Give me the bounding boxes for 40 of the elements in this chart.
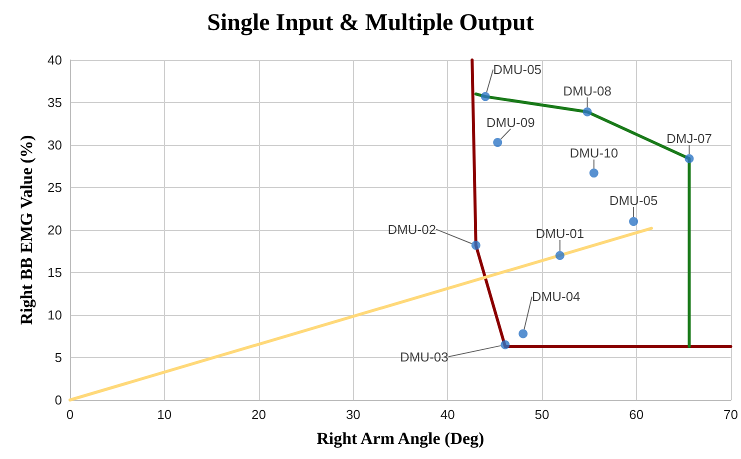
y-axis-title: Right BB EMG Value (%) — [17, 135, 36, 325]
point — [582, 107, 592, 116]
data-label: DMU-04 — [532, 289, 580, 304]
data-label: DMU-08 — [563, 83, 612, 98]
data-label: DMU-03 — [400, 349, 448, 364]
x-tick-label: 70 — [724, 407, 738, 422]
data-label: DMU-01 — [536, 226, 584, 241]
point — [480, 92, 490, 102]
y-tick-label: 25 — [48, 180, 62, 195]
y-tick-label: 30 — [48, 138, 62, 152]
data-label: DMU-02 — [388, 222, 436, 237]
point — [589, 168, 598, 178]
x-tick-label: 10 — [157, 407, 172, 422]
x-tick-label: 60 — [629, 407, 644, 422]
x-tick-label: 50 — [534, 407, 550, 422]
point — [493, 138, 502, 147]
x-tick-label: 30 — [346, 407, 360, 422]
data-label: DMU-09 — [486, 114, 535, 130]
y-tick-label: 40 — [48, 52, 62, 68]
x-tick-label: 20 — [252, 407, 266, 422]
point — [518, 329, 528, 338]
data-label: DMJ-07 — [666, 131, 712, 146]
point — [471, 240, 480, 250]
data-label: DMU-10 — [570, 146, 618, 161]
x-tick-label: 0 — [66, 407, 74, 422]
point — [555, 251, 564, 260]
y-tick-label: 10 — [48, 308, 62, 322]
y-tick-label: 20 — [48, 222, 62, 238]
data-label: DMU-05 — [609, 193, 658, 208]
x-axis-title: Right Arm Angle (Deg) — [316, 429, 484, 448]
y-tick-label: 0 — [54, 392, 62, 408]
chart-title: Single Input & Multiple Output — [207, 10, 534, 36]
point — [500, 340, 510, 350]
data-label: DMU-05 — [493, 62, 542, 78]
y-tick-label: 15 — [48, 265, 62, 280]
x-tick-label: 40 — [440, 407, 455, 422]
point — [684, 154, 694, 164]
point — [629, 217, 638, 226]
y-tick-label: 5 — [54, 350, 62, 365]
y-tick-label: 35 — [48, 95, 62, 110]
